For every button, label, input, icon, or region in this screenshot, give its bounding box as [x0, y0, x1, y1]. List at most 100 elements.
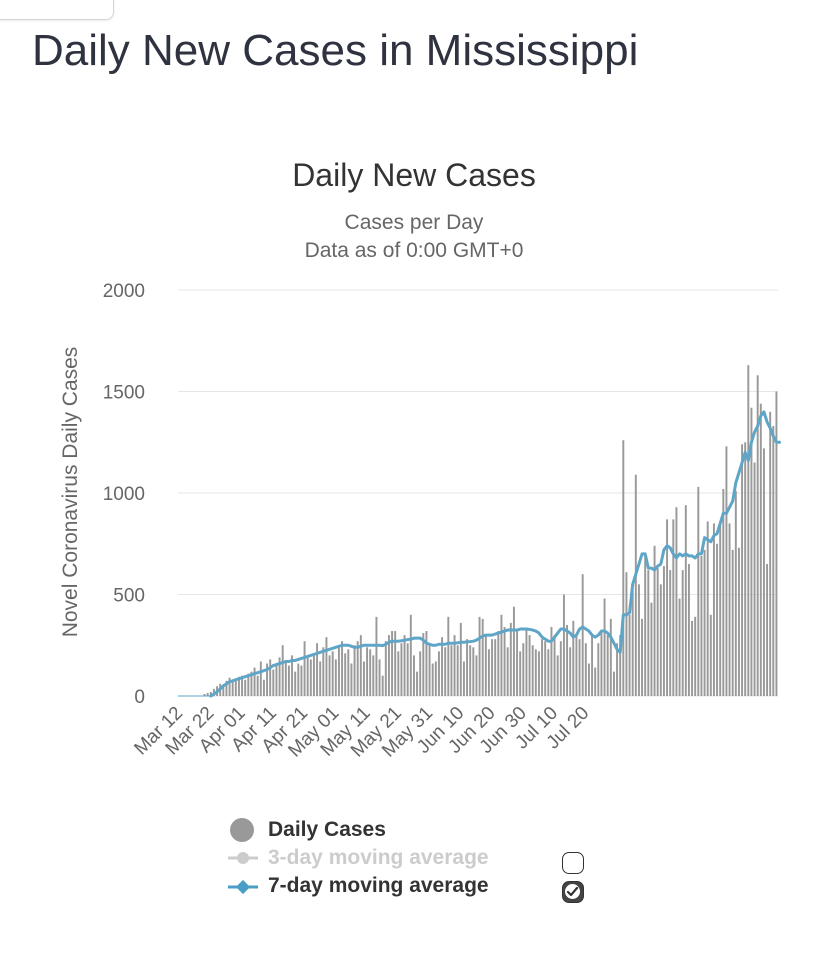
daily-cases-bar: [716, 543, 719, 696]
daily-cases-bar: [416, 671, 419, 696]
daily-cases-bar: [234, 678, 237, 696]
daily-cases-bar: [362, 661, 365, 696]
daily-cases-bar: [409, 614, 412, 696]
daily-cases-bar: [550, 626, 553, 696]
daily-cases-bar: [491, 639, 494, 696]
daily-cases-bar: [728, 523, 731, 696]
daily-cases-bar: [297, 663, 300, 696]
daily-cases-bar: [481, 618, 484, 696]
daily-cases-bar: [737, 547, 740, 696]
daily-cases-bar: [350, 663, 353, 696]
daily-cases-bar: [553, 635, 556, 696]
daily-cases-bar: [578, 639, 581, 696]
daily-cases-bar: [766, 564, 769, 696]
daily-cases-bar: [666, 519, 669, 696]
daily-cases-bar: [322, 647, 325, 696]
daily-cases-bar: [759, 403, 762, 696]
daily-cases-bar: [387, 635, 390, 696]
daily-cases-bar: [719, 521, 722, 696]
daily-cases-bar: [266, 663, 269, 696]
daily-cases-bar: [328, 655, 331, 696]
daily-cases-bar: [459, 622, 462, 696]
daily-cases-bar: [672, 519, 675, 696]
top-tab-button[interactable]: [0, 0, 114, 20]
daily-cases-bar: [753, 462, 756, 696]
daily-cases-bar: [331, 651, 334, 696]
daily-cases-bar: [697, 486, 700, 696]
legend-label-daily-cases: Daily Cases: [268, 818, 386, 841]
daily-cases-bar: [653, 545, 656, 696]
daily-cases-bar: [547, 649, 550, 696]
daily-cases-bar: [756, 375, 759, 696]
page-title: Daily New Cases in Mississippi: [32, 26, 639, 75]
daily-cases-bar: [559, 641, 562, 696]
daily-cases-bar: [428, 645, 431, 696]
daily-cases-bar: [244, 679, 247, 696]
daily-cases-bar: [687, 564, 690, 696]
daily-cases-bar: [566, 624, 569, 696]
daily-cases-bar: [394, 631, 397, 696]
7-day-average-checkbox[interactable]: [562, 881, 584, 903]
daily-cases-bar: [647, 570, 650, 696]
daily-cases-bar: [444, 647, 447, 696]
3-day-average-checkbox[interactable]: [562, 852, 584, 874]
daily-cases-bar: [606, 635, 609, 696]
daily-cases-bar: [431, 663, 434, 696]
daily-cases-bar: [453, 635, 456, 696]
daily-cases-bar: [303, 641, 306, 696]
daily-cases-bar: [259, 661, 262, 696]
daily-cases-bar: [462, 661, 465, 696]
daily-cases-bar: [650, 602, 653, 696]
daily-cases-bar: [494, 639, 497, 696]
daily-cases-bar: [762, 448, 765, 696]
daily-cases-bar: [469, 645, 472, 696]
daily-cases-bar: [675, 507, 678, 696]
daily-cases-bar: [484, 635, 487, 696]
daily-cases-bar: [537, 651, 540, 696]
daily-cases-bar: [659, 584, 662, 696]
daily-cases-bar: [437, 651, 440, 696]
daily-cases-bar: [572, 620, 575, 696]
daily-cases-bar: [256, 675, 259, 696]
y-tick-label: 500: [113, 586, 145, 607]
daily-cases-bar: [591, 635, 594, 696]
daily-cases-bar: [306, 657, 309, 696]
daily-cases-bar: [750, 407, 753, 696]
daily-cases-bar: [262, 679, 265, 696]
daily-cases-bar: [497, 631, 500, 696]
daily-cases-bar: [534, 649, 537, 696]
daily-cases-bar: [678, 598, 681, 696]
seven-day-average-line: [178, 410, 782, 698]
daily-cases-bar: [334, 659, 337, 696]
daily-cases-bar: [291, 655, 294, 696]
daily-cases-bar: [384, 641, 387, 696]
daily-cases-bar: [622, 440, 625, 696]
daily-cases-bar: [691, 620, 694, 696]
daily-cases-bar: [422, 633, 425, 696]
daily-cases-bar: [294, 671, 297, 696]
daily-cases-bar: [775, 391, 778, 696]
daily-cases-bar: [694, 616, 697, 696]
daily-cases-bar: [522, 643, 525, 696]
daily-cases-bar: [569, 647, 572, 696]
daily-cases-bar: [597, 643, 600, 696]
daily-cases-bar: [237, 676, 240, 696]
daily-cases-bar: [712, 523, 715, 696]
daily-cases-bar: [419, 651, 422, 696]
daily-cases-bar: [525, 629, 528, 696]
daily-cases-bar: [203, 693, 206, 696]
daily-cases-bar: [278, 657, 281, 696]
daily-cases-bar: [503, 626, 506, 696]
daily-cases-bar: [272, 669, 275, 696]
daily-cases-bar: [209, 691, 212, 696]
daily-cases-bar: [556, 655, 559, 696]
daily-cases-bar: [225, 680, 228, 696]
daily-cases-bar: [516, 631, 519, 696]
daily-cases-bar: [600, 631, 603, 696]
chart-title: Daily New Cases: [292, 157, 536, 193]
daily-cases-bar: [287, 665, 290, 696]
daily-cases-bar: [425, 631, 428, 696]
daily-cases-bar: [631, 590, 634, 696]
checkmark-icon: [565, 884, 580, 899]
daily-cases-bar: [412, 655, 415, 696]
